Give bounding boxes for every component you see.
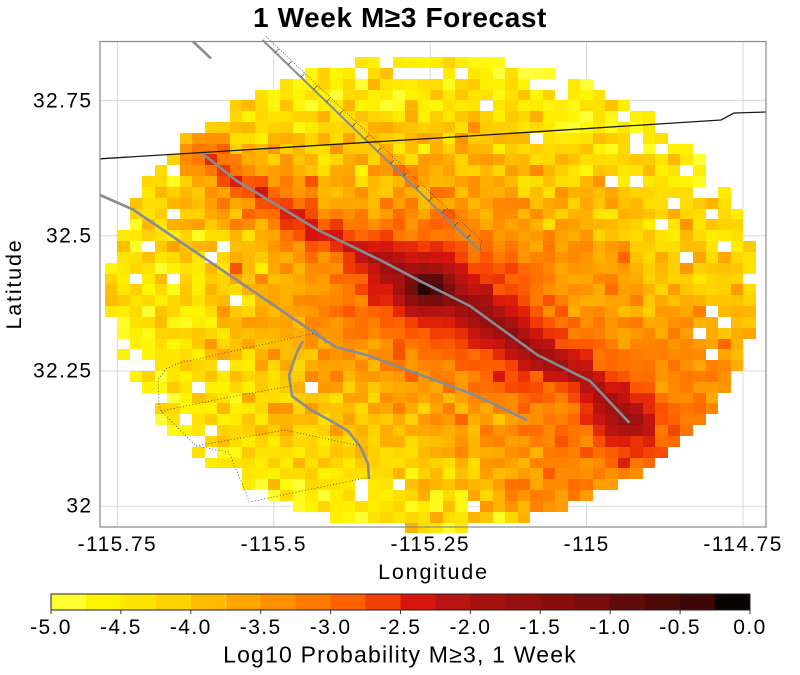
svg-text:-3.5: -3.5 [240, 616, 282, 639]
svg-text:32.5: 32.5 [46, 225, 92, 248]
svg-text:-3.0: -3.0 [310, 616, 352, 639]
svg-text:32.25: 32.25 [33, 360, 93, 383]
svg-text:-2.0: -2.0 [450, 616, 492, 639]
svg-text:-5.0: -5.0 [30, 616, 72, 639]
svg-text:-115.25: -115.25 [390, 533, 469, 556]
svg-text:0.0: 0.0 [733, 616, 766, 639]
svg-text:-115.75: -115.75 [78, 533, 157, 556]
svg-text:-1.5: -1.5 [519, 616, 561, 639]
svg-text:32: 32 [66, 495, 92, 518]
svg-text:Latitude: Latitude [2, 239, 26, 330]
svg-text:-115.5: -115.5 [241, 533, 307, 556]
svg-text:Longitude: Longitude [378, 560, 489, 584]
svg-text:1 Week M≥3 Forecast: 1 Week M≥3 Forecast [253, 2, 547, 33]
svg-text:-115: -115 [564, 533, 610, 556]
svg-text:-4.0: -4.0 [170, 616, 212, 639]
svg-text:32.75: 32.75 [33, 90, 93, 113]
svg-text:-2.5: -2.5 [380, 616, 422, 639]
svg-text:-4.5: -4.5 [100, 616, 142, 639]
svg-text:-0.5: -0.5 [659, 616, 701, 639]
svg-text:-114.75: -114.75 [703, 533, 782, 556]
svg-text:-1.0: -1.0 [589, 616, 631, 639]
svg-text:Log10 Probability M≥3, 1 Week: Log10 Probability M≥3, 1 Week [223, 642, 577, 668]
